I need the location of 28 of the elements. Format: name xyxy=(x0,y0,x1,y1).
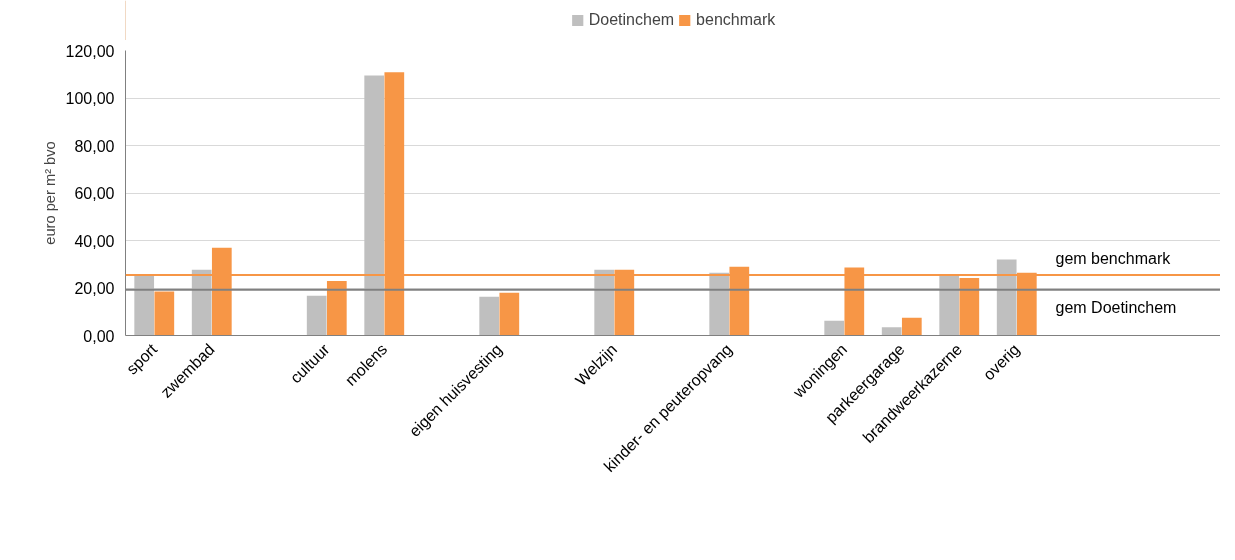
y-tick-label: 60,00 xyxy=(74,185,115,202)
y-tick-label: 100,00 xyxy=(65,90,115,107)
bar xyxy=(134,274,155,336)
bar xyxy=(959,278,980,336)
bar xyxy=(191,269,212,336)
bar xyxy=(479,296,500,336)
bar xyxy=(996,259,1017,336)
bar xyxy=(939,274,960,336)
bar xyxy=(594,269,615,336)
legend-label: Doetinchem xyxy=(588,11,675,29)
bar xyxy=(364,75,385,336)
y-tick-label: 40,00 xyxy=(74,232,115,250)
y-axis-title: euro per m² bvo xyxy=(41,141,58,245)
bar xyxy=(709,272,730,336)
y-tick-label: 20,00 xyxy=(74,280,115,297)
bar xyxy=(901,317,922,336)
legend-label: benchmark xyxy=(696,11,776,29)
bar xyxy=(881,327,902,336)
y-tick-label: 80,00 xyxy=(74,137,115,155)
bar xyxy=(154,291,175,336)
bar xyxy=(499,292,520,336)
ref-line-label: gem Doetinchem xyxy=(1055,298,1177,316)
ref-line-label: gem benchmark xyxy=(1055,249,1172,267)
y-tick-label: 0,00 xyxy=(83,327,115,345)
bar xyxy=(326,281,347,336)
bar xyxy=(306,295,327,336)
y-tick-label: 120,00 xyxy=(65,42,115,60)
bar xyxy=(824,320,845,336)
